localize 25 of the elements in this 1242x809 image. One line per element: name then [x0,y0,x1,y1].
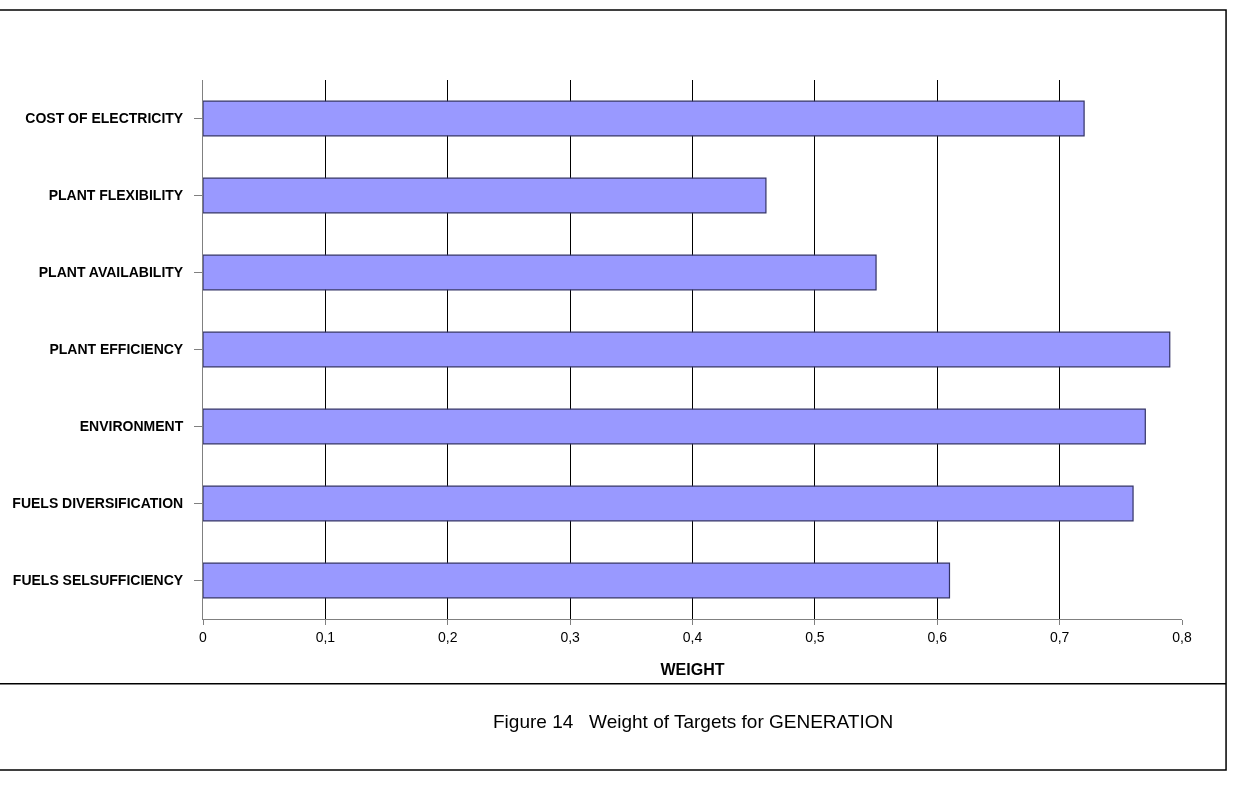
bar [203,562,951,599]
x-tick-label: 0,5 [805,628,825,645]
x-tick-label: 0,7 [1049,628,1070,645]
y-tick-label: COST OF ELECTRICITY [25,110,184,127]
x-tick-label: 0,2 [438,628,458,645]
x-tick-label: 0,6 [927,628,948,645]
bar [203,100,1085,137]
x-tick-label: 0,1 [315,628,336,645]
bar [203,331,1171,368]
x-tick-label: 0,8 [1172,628,1192,645]
x-tick-label: 0,3 [560,628,581,645]
y-tick-label: PLANT AVAILABILITY [38,264,184,281]
x-tick-label: 0,4 [682,628,703,645]
y-tick-label: FUELS SELSUFFICIENCY [12,572,184,589]
caption: Figure 14 Weight of Targets for GENERATION [493,711,894,732]
x-tick-label: 0 [199,628,208,645]
y-tick-label: PLANT FLEXIBILITY [48,187,184,204]
y-tick-label: PLANT EFFICIENCY [49,341,184,358]
y-tick-label: ENVIRONMENT [79,418,184,435]
bar [203,485,1134,522]
bar [203,177,767,214]
bar [203,408,1146,445]
y-tick-label: FUELS DIVERSIFICATION [12,495,184,512]
x-axis-title: WEIGHT [660,661,725,679]
bar [203,254,877,291]
